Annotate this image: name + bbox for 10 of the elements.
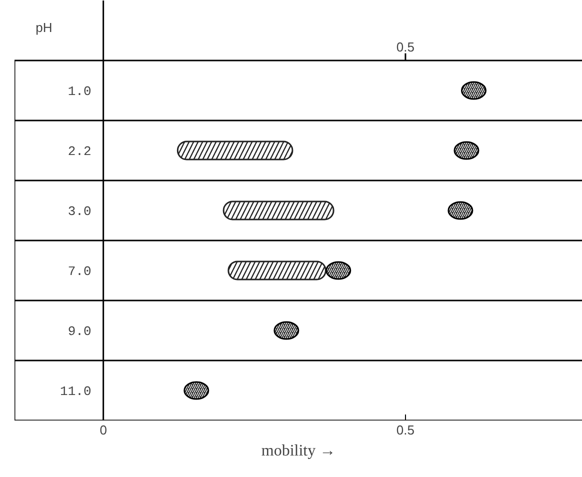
y-axis-title: pH: [36, 20, 52, 35]
x-tick-label: 0: [100, 422, 107, 438]
x-axis-title: mobility →: [261, 442, 336, 460]
y-tick-label: 7.0: [68, 264, 92, 279]
y-tick-label: 3.0: [68, 204, 92, 219]
y-tick-label: 1.0: [68, 84, 92, 99]
y-tick-label: 11.0: [60, 384, 92, 399]
y-tick-label: 2.2: [68, 144, 92, 159]
y-tick-label: 9.0: [68, 324, 92, 339]
text: 0.5: [396, 40, 414, 54]
